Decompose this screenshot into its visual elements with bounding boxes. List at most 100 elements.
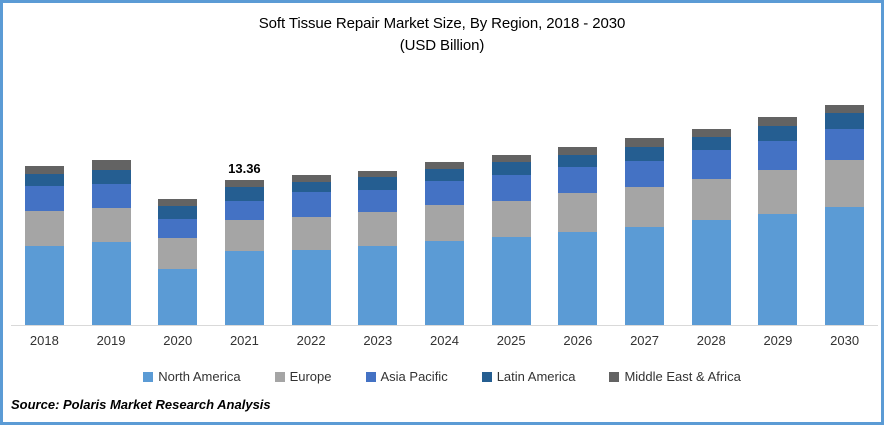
x-axis-label-2029: 2029 — [763, 333, 793, 348]
bar-segment-2019-north-america — [91, 242, 131, 325]
bar-segment-2018-latin-america — [24, 173, 64, 187]
chart-subtitle: (USD Billion) — [399, 37, 485, 54]
bar-segment-2021-europe — [224, 220, 264, 251]
bar-segment-2030-latin-america — [825, 112, 865, 129]
bar-segment-2028-asia-pacific — [691, 150, 731, 180]
legend-label-latin-america: Latin America — [496, 369, 576, 384]
legend-item-europe: Europe — [274, 369, 332, 384]
bar-segment-2022-europe — [291, 216, 331, 250]
stacked-bar-2019 — [91, 160, 131, 325]
bar-segment-2020-europe — [158, 237, 198, 269]
stacked-bar-2018 — [24, 166, 64, 325]
bar-column-2030 — [811, 93, 878, 325]
bar-segment-2019-europe — [91, 207, 131, 242]
bar-segment-2023-north-america — [358, 245, 398, 325]
bar-column-2027 — [611, 93, 678, 325]
x-axis-labels: 2018 2019 2020 2021 2022 2023 2024 2025 2026 2027… — [11, 333, 878, 348]
stacked-bar-2024 — [424, 162, 464, 325]
bar-segment-2027-middle-east-africa — [625, 138, 665, 148]
bar-segment-2028-latin-america — [691, 136, 731, 151]
source-note: Source: Polaris Market Research Analysis — [11, 397, 271, 412]
bar-segment-2025-asia-pacific — [491, 174, 531, 201]
legend-item-latin-america: Latin America — [481, 369, 576, 384]
bar-segment-2029-latin-america — [758, 126, 798, 141]
stacked-bar-2030 — [825, 105, 865, 325]
bar-segment-2019-middle-east-africa — [91, 160, 131, 171]
bar-segment-2028-middle-east-africa — [691, 128, 731, 137]
bar-segment-2026-europe — [558, 193, 598, 232]
stacked-bar-2025 — [491, 154, 531, 325]
bar-segment-2018-north-america — [24, 246, 64, 325]
bar-segment-2030-asia-pacific — [825, 128, 865, 161]
x-axis-label-2028: 2028 — [696, 333, 726, 348]
bar-segment-2026-north-america — [558, 231, 598, 325]
legend-label-middle-east-africa: Middle East & Africa — [624, 369, 741, 384]
bar-segment-2024-north-america — [424, 240, 464, 325]
legend-swatch-icon-asia-pacific — [365, 371, 376, 382]
stacked-bar-2020 — [158, 198, 198, 325]
legend-item-north-america: North America — [143, 369, 241, 384]
x-axis-label-2025: 2025 — [496, 333, 526, 348]
bar-segment-2026-latin-america — [558, 155, 598, 168]
bar-column-2022 — [278, 93, 345, 325]
x-axis-label-2030: 2030 — [830, 333, 860, 348]
bar-column-2025 — [478, 93, 545, 325]
bar-segment-2030-north-america — [825, 207, 865, 325]
bar-segment-2029-north-america — [758, 214, 798, 325]
stacked-bar-2027 — [625, 138, 665, 325]
x-axis-label-2023: 2023 — [363, 333, 393, 348]
bar-segment-2018-middle-east-africa — [24, 166, 64, 174]
bar-column-2029 — [745, 93, 812, 325]
stacked-bar-2029 — [758, 117, 798, 325]
stacked-bar-2021 — [224, 180, 264, 325]
bar-column-2023 — [344, 93, 411, 325]
legend-item-asia-pacific: Asia Pacific — [365, 369, 448, 384]
bar-segment-2024-middle-east-africa — [424, 162, 464, 170]
bar-segment-2029-asia-pacific — [758, 140, 798, 170]
bar-segment-2020-asia-pacific — [158, 218, 198, 238]
bar-segment-2021-north-america — [224, 251, 264, 325]
bar-segment-2022-latin-america — [291, 182, 331, 193]
bar-segment-2025-north-america — [491, 237, 531, 325]
legend-swatch-icon-latin-america — [481, 371, 492, 382]
bar-column-2028 — [678, 93, 745, 325]
bar-segment-2028-europe — [691, 179, 731, 220]
plot-area: 13.36 — [11, 93, 878, 326]
bar-segment-2026-asia-pacific — [558, 167, 598, 194]
bar-segment-2023-middle-east-africa — [358, 170, 398, 178]
bar-segment-2025-latin-america — [491, 162, 531, 175]
bar-segment-2019-latin-america — [91, 170, 131, 185]
bar-segment-2027-latin-america — [625, 147, 665, 161]
x-axis-label-2020: 2020 — [163, 333, 193, 348]
x-axis-label-2021: 2021 — [229, 333, 259, 348]
x-axis-label-2027: 2027 — [630, 333, 659, 348]
stacked-bar-2028 — [691, 128, 731, 325]
legend-label-europe: Europe — [289, 369, 332, 384]
bar-segment-2028-north-america — [691, 219, 731, 325]
bar-segment-2025-europe — [491, 200, 531, 238]
bar-segment-2021-asia-pacific — [224, 201, 264, 220]
bar-segment-2029-europe — [758, 170, 798, 214]
bar-column-2019 — [78, 93, 145, 325]
bar-segment-2023-europe — [358, 211, 398, 246]
bar-segment-2024-europe — [424, 205, 464, 241]
legend-item-middle-east-africa: Middle East & Africa — [609, 369, 741, 384]
legend-label-asia-pacific: Asia Pacific — [380, 369, 448, 384]
bar-segment-2022-middle-east-africa — [291, 174, 331, 183]
bar-segment-2018-asia-pacific — [24, 186, 64, 212]
bar-segment-2030-middle-east-africa — [825, 105, 865, 113]
legend-label-north-america: North America — [158, 369, 241, 384]
stacked-bar-2026 — [558, 147, 598, 325]
bar-segment-2022-asia-pacific — [291, 192, 331, 217]
bar-segment-2025-middle-east-africa — [491, 154, 531, 163]
bar-segment-2026-middle-east-africa — [558, 147, 598, 156]
bar-segment-2022-north-america — [291, 249, 331, 325]
bar-segment-2027-europe — [625, 187, 665, 227]
bar-segment-2018-europe — [24, 211, 64, 247]
chart-title: Soft Tissue Repair Market Size, By Regio… — [258, 15, 626, 32]
bar-column-2018 — [11, 93, 78, 325]
x-axis-label-2024: 2024 — [430, 333, 459, 348]
x-axis-label-2026: 2026 — [563, 333, 593, 348]
stacked-bar-2022 — [291, 174, 331, 325]
